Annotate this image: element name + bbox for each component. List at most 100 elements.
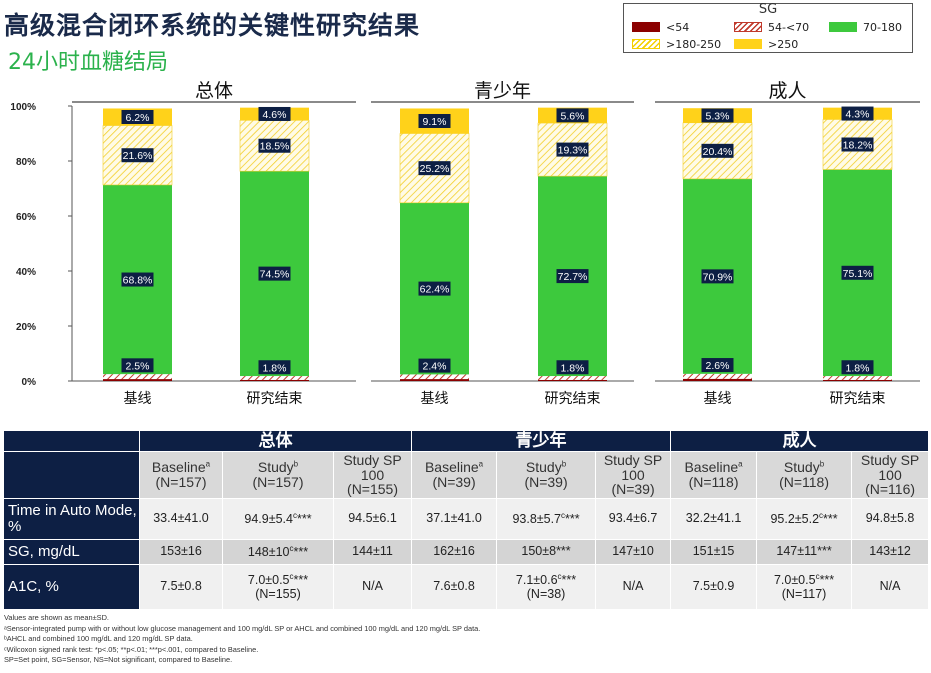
footnote-line: ᵇAHCL and combined 100 mg/dL and 120 mg/… [4, 634, 193, 644]
table-cell: 7.1±0.6c*** (N=38) [496, 564, 597, 610]
bar-segment-r54_70 [240, 376, 309, 380]
data-label: 19.3% [558, 145, 588, 157]
page-title: 高级混合闭环系统的关键性研究结果 [4, 11, 421, 40]
x-tick-label: 研究结束 [830, 391, 886, 407]
y-tick-label: 0% [22, 377, 37, 388]
data-label: 6.2% [126, 112, 150, 124]
table-corner-sub [3, 451, 140, 499]
table-cell: 148±10c*** [222, 539, 334, 565]
data-label-bg [418, 281, 451, 296]
row-label-a1c: A1C, % [3, 564, 140, 610]
data-label: 20.4% [703, 146, 733, 158]
group-header-overall: 总体 [138, 430, 413, 452]
legend-swatch-70-180 [829, 22, 857, 32]
col-header: Baselinea (N=118) [670, 451, 758, 499]
table-cell: N/A [851, 564, 930, 610]
data-label: 1.8% [263, 362, 287, 374]
data-label-bg [841, 265, 874, 280]
row-label-auto-mode: Time in Auto Mode, % [3, 498, 140, 540]
col-header: Studyb (N=39) [496, 451, 597, 499]
data-label-bg [701, 143, 734, 158]
row-label-sg: SG, mg/dL [3, 539, 140, 565]
data-label-bg [258, 106, 291, 121]
data-label: 5.6% [561, 110, 585, 122]
bar-segment-lt54 [103, 379, 172, 381]
bar-segment-lt54 [823, 379, 892, 381]
data-label: 68.8% [123, 275, 153, 287]
col-header: Baselinea (N=39) [411, 451, 498, 499]
col-header: Studyb (N=118) [756, 451, 853, 499]
group-header-adolescent: 青少年 [411, 430, 672, 452]
data-label-bg [841, 106, 874, 121]
data-label-bg [701, 108, 734, 123]
x-tick-label: 基线 [124, 390, 152, 407]
col-header: Study SP 100 (N=155) [332, 451, 413, 499]
data-label: 4.6% [263, 109, 287, 121]
data-label-bg [418, 161, 451, 176]
data-label-bg [556, 269, 589, 284]
footnote-line: ᶜWilcoxon signed rank test: *p<.05; **p<… [4, 644, 259, 654]
data-label: 75.1% [843, 268, 873, 280]
legend-swatch-180-250 [632, 39, 660, 49]
col-header: Studyb (N=157) [222, 451, 334, 499]
data-label-bg [121, 148, 154, 163]
data-label-bg [121, 358, 154, 373]
legend-item-70-180: 70-180 [829, 21, 902, 34]
y-tick-label: 100% [10, 102, 36, 113]
bar-segment-lt54 [240, 379, 309, 381]
data-label-bg [556, 360, 589, 375]
chart-legend: SG <54 54-<70 70-180 >180-250 >250 [623, 2, 913, 53]
table-cell: 33.4±41.0 [139, 498, 223, 540]
table-cell: 153±16 [139, 539, 223, 565]
table-cell: 147±11*** [756, 539, 853, 565]
panel-title: 青少年 [474, 80, 531, 102]
bar-segment-r54_70 [683, 373, 752, 379]
data-label-bg [556, 108, 589, 123]
data-label: 70.9% [703, 271, 733, 283]
data-label-bg [258, 266, 291, 281]
table-cell: 144±11 [332, 539, 413, 565]
col-header: Baselinea (N=157) [139, 451, 223, 499]
data-label-bg [841, 137, 874, 152]
col-header: Study SP 100 (N=39) [595, 451, 672, 499]
data-label: 25.2% [420, 163, 450, 175]
data-label: 4.3% [846, 109, 870, 121]
data-label-bg [701, 269, 734, 284]
y-tick-label: 20% [16, 322, 36, 333]
col-header: Study SP 100 (N=116) [851, 451, 930, 499]
footnote-line: ᵃSensor-integrated pump with or without … [4, 623, 481, 633]
group-header-adult: 成人 [670, 430, 930, 452]
table-cell: 150±8*** [496, 539, 597, 565]
data-label: 21.6% [123, 150, 153, 162]
y-tick-label: 80% [16, 157, 36, 168]
table-cell: 162±16 [411, 539, 498, 565]
table-cell: N/A [595, 564, 672, 610]
legend-swatch-gt250 [734, 39, 762, 49]
data-label: 1.8% [561, 362, 585, 374]
x-tick-label: 基线 [421, 390, 449, 407]
table-cell: 32.2±41.1 [670, 498, 758, 540]
x-tick-label: 研究结束 [247, 391, 303, 407]
bar-segment-lt54 [538, 379, 607, 381]
data-label-bg [258, 138, 291, 153]
x-tick-label: 基线 [704, 390, 732, 407]
legend-swatch-lt54 [632, 22, 660, 32]
data-label: 72.7% [558, 271, 588, 283]
bar-segment-r54_70 [400, 374, 469, 380]
outcomes-table: 总体 青少年 成人 Baselinea (N=157) Studyb (N=157) S… [3, 430, 930, 610]
data-label: 2.6% [706, 360, 730, 372]
legend-swatch-54-70 [734, 22, 762, 32]
table-cell: 93.4±6.7 [595, 498, 672, 540]
data-label-bg [121, 272, 154, 287]
table-cell: 7.5±0.8 [139, 564, 223, 610]
table-cell: 143±12 [851, 539, 930, 565]
data-label: 74.5% [260, 269, 290, 281]
footnotes: Values are shown as mean±SD. ᵃSensor-inte… [4, 613, 480, 666]
table-cell: 7.6±0.8 [411, 564, 498, 610]
data-label-bg [258, 360, 291, 375]
table-cell: 7.5±0.9 [670, 564, 758, 610]
table-corner [3, 430, 140, 452]
data-label: 18.5% [260, 141, 290, 153]
data-label-bg [418, 113, 451, 128]
